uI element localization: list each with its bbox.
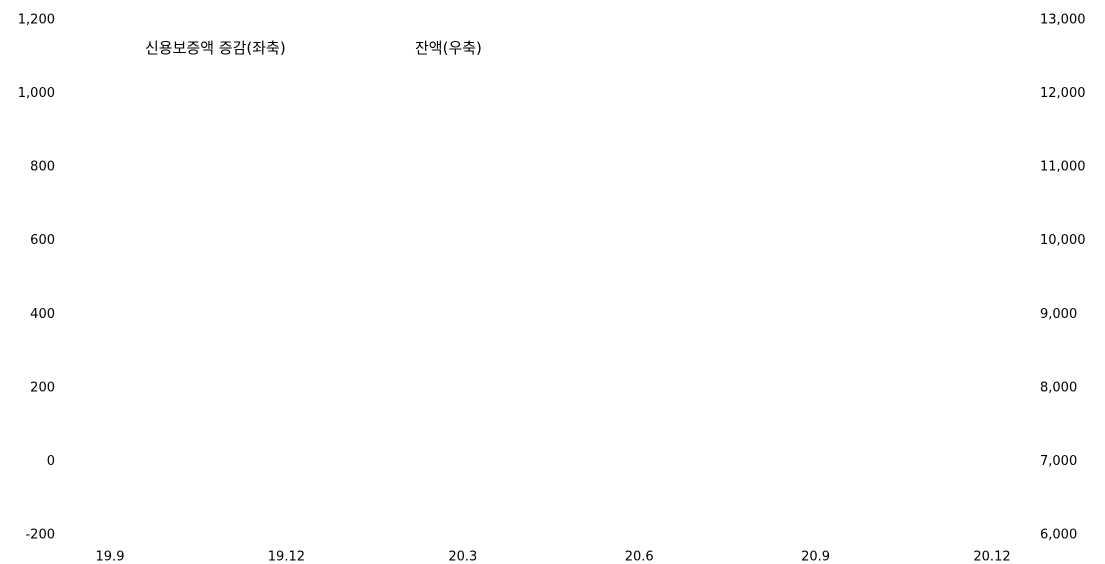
left-axis-tick-label: 200 [30,380,55,395]
legend-label-credit-guarantee-change: 신용보증액 증감(좌축) [145,39,286,57]
x-axis-tick-label: 19.12 [268,550,305,564]
left-axis: -200 0 200 400 600 800 1,000 1,200 [18,13,55,543]
right-axis-tick-label: 12,000 [1040,86,1086,101]
legend: 신용보증액 증감(좌축) 잔액(우축) [145,39,482,57]
x-axis-tick-label: 20.6 [625,550,654,564]
x-axis-tick-label: 20.12 [973,550,1010,564]
right-axis-tick-label: 9,000 [1040,307,1077,322]
x-axis-tick-label: 19.9 [96,550,125,564]
left-axis-tick-label: 1,000 [18,86,55,101]
legend-label-balance: 잔액(우축) [415,39,482,57]
left-axis-tick-label: 800 [30,160,55,175]
right-axis-tick-label: 10,000 [1040,233,1086,248]
right-axis-tick-label: 13,000 [1040,13,1086,28]
left-axis-tick-label: 1,200 [18,13,55,28]
right-axis-tick-label: 8,000 [1040,380,1077,395]
right-axis-tick-label: 7,000 [1040,454,1077,469]
x-axis-tick-label: 20.9 [801,550,830,564]
left-axis-tick-label: 600 [30,233,55,248]
left-axis-tick-label: -200 [25,528,55,543]
x-axis: 19.9 19.12 20.3 20.6 20.9 20.12 [96,550,1011,564]
left-axis-tick-label: 400 [30,307,55,322]
right-axis: 6,000 7,000 8,000 9,000 10,000 11,000 12,000 13… [1040,13,1086,543]
right-axis-tick-label: 6,000 [1040,528,1077,543]
right-axis-tick-label: 11,000 [1040,160,1086,175]
x-axis-tick-label: 20.3 [448,550,477,564]
left-axis-tick-label: 0 [47,454,55,469]
